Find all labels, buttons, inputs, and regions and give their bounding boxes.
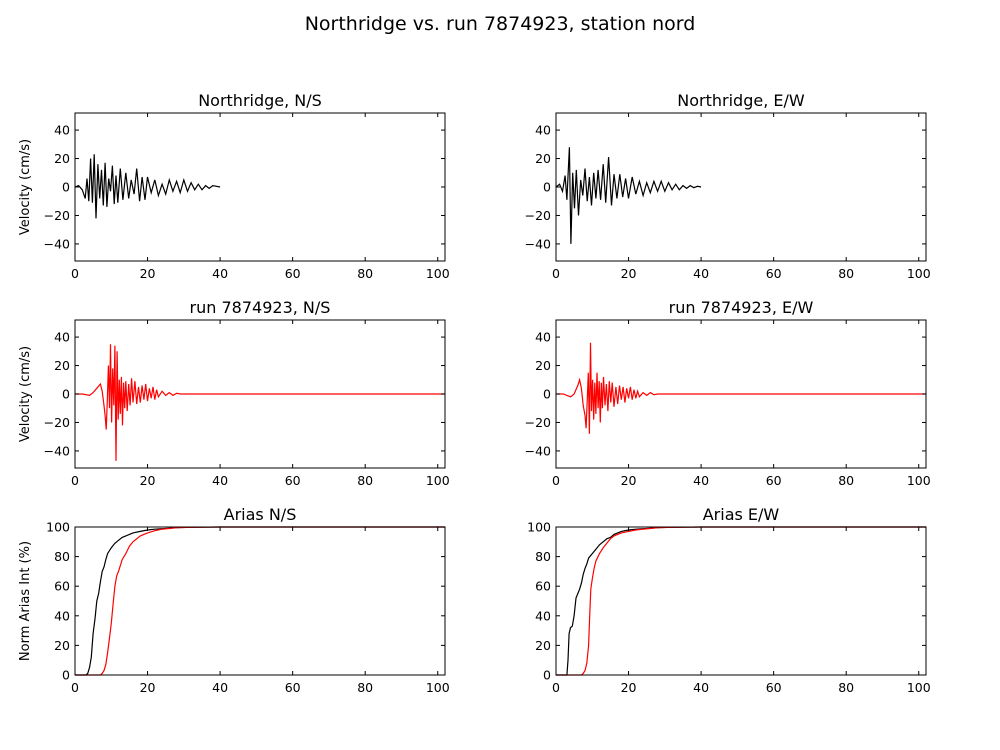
y-tick-label: −20 [44, 415, 70, 430]
x-tick-label: 80 [838, 266, 854, 281]
y-tick-label: 20 [535, 151, 551, 166]
y-tick-label: 40 [54, 608, 70, 623]
panel-title: run 7874923, E/W [669, 298, 814, 317]
panel-arias-ns: Arias N/S 0 20 40 60 80 100 100 80 60 40 20 0 Norm Ar… [18, 505, 450, 695]
panel-northridge-ew: Northridge, E/W 0 20 40 60 80 100 40 20 0 −20 −40 [525, 91, 931, 281]
y-axis-label: Norm Arias Int (%) [18, 541, 33, 661]
x-tick-label: 100 [426, 680, 450, 695]
x-tick-label: 100 [907, 266, 931, 281]
y-tick-label: 80 [54, 549, 70, 564]
y-tick-label: 40 [54, 330, 70, 345]
y-tick-label: 20 [535, 638, 551, 653]
series-line-0 [555, 147, 702, 244]
x-tick-label: 60 [766, 680, 782, 695]
x-tick-label: 0 [71, 473, 79, 488]
y-tick-label: 40 [535, 123, 551, 138]
y-tick-label: 40 [535, 330, 551, 345]
y-tick-label: 20 [54, 151, 70, 166]
y-tick-label: 0 [543, 180, 551, 195]
x-tick-label: 80 [357, 473, 373, 488]
x-tick-label: 40 [212, 473, 228, 488]
series-line-0 [75, 344, 445, 461]
figure-title: Northridge vs. run 7874923, station nord [305, 13, 696, 35]
series-line-0 [556, 342, 926, 434]
x-tick-label: 60 [285, 680, 301, 695]
x-tick-label: 0 [552, 473, 560, 488]
x-tick-label: 100 [426, 473, 450, 488]
x-tick-label: 20 [140, 266, 156, 281]
y-tick-label: 60 [54, 579, 70, 594]
panel-title: Northridge, E/W [677, 91, 805, 110]
x-tick-label: 100 [907, 473, 931, 488]
x-tick-label: 20 [621, 266, 637, 281]
panel-northridge-ns: Northridge, N/S 0 20 40 60 80 100 40 20 0 −20 −40 Ve… [18, 91, 450, 281]
x-tick-label: 80 [838, 473, 854, 488]
y-tick-label: 20 [54, 358, 70, 373]
x-tick-label: 20 [621, 680, 637, 695]
y-tick-label: 0 [62, 180, 70, 195]
panel-run-ew: run 7874923, E/W 0 20 40 60 80 100 40 20 0 −20 −40 [525, 298, 931, 488]
y-axis-label: Velocity (cm/s) [18, 346, 33, 442]
x-tick-label: 0 [552, 680, 560, 695]
y-tick-label: 0 [62, 387, 70, 402]
x-tick-label: 40 [693, 473, 709, 488]
x-tick-label: 0 [71, 266, 79, 281]
y-tick-label: −40 [525, 443, 551, 458]
x-tick-label: 0 [552, 266, 560, 281]
x-tick-label: 20 [621, 473, 637, 488]
y-axis-label: Velocity (cm/s) [18, 139, 33, 235]
y-tick-label: −20 [525, 415, 551, 430]
y-tick-label: 100 [527, 520, 551, 535]
x-tick-label: 40 [693, 266, 709, 281]
axes-frame [74, 526, 446, 676]
y-tick-label: −40 [525, 236, 551, 251]
x-tick-label: 20 [140, 473, 156, 488]
y-tick-label: 60 [535, 579, 551, 594]
x-tick-label: 40 [212, 266, 228, 281]
x-tick-label: 60 [766, 266, 782, 281]
y-tick-label: −40 [44, 443, 70, 458]
y-tick-label: 40 [535, 608, 551, 623]
x-tick-label: 40 [212, 680, 228, 695]
x-tick-label: 100 [426, 266, 450, 281]
x-tick-label: 100 [907, 680, 931, 695]
panel-arias-ew: Arias E/W 0 20 40 60 80 100 100 80 60 40 20 0 [527, 505, 931, 695]
x-tick-label: 60 [285, 473, 301, 488]
x-tick-label: 0 [71, 680, 79, 695]
axes-frame [555, 526, 927, 676]
y-tick-label: 80 [535, 549, 551, 564]
panel-title: run 7874923, N/S [190, 298, 331, 317]
x-tick-label: 60 [285, 266, 301, 281]
y-tick-label: −20 [44, 208, 70, 223]
x-tick-label: 80 [357, 266, 373, 281]
y-tick-label: 0 [543, 387, 551, 402]
x-tick-label: 40 [693, 680, 709, 695]
panel-run-ns: run 7874923, N/S 0 20 40 60 80 100 40 20 0 −20 −40 V… [18, 298, 450, 488]
y-tick-label: 0 [62, 668, 70, 683]
x-tick-label: 80 [357, 680, 373, 695]
panel-title: Northridge, N/S [198, 91, 322, 110]
y-tick-label: 20 [54, 638, 70, 653]
x-tick-label: 20 [140, 680, 156, 695]
y-tick-label: 20 [535, 358, 551, 373]
x-tick-label: 60 [766, 473, 782, 488]
y-tick-label: 100 [46, 520, 70, 535]
series-line-0 [74, 154, 221, 219]
x-tick-label: 80 [838, 680, 854, 695]
panel-title: Arias E/W [703, 505, 780, 524]
y-tick-label: 40 [54, 123, 70, 138]
panel-title: Arias N/S [224, 505, 297, 524]
y-tick-label: −20 [525, 208, 551, 223]
y-tick-label: 0 [543, 668, 551, 683]
y-tick-label: −40 [44, 236, 70, 251]
